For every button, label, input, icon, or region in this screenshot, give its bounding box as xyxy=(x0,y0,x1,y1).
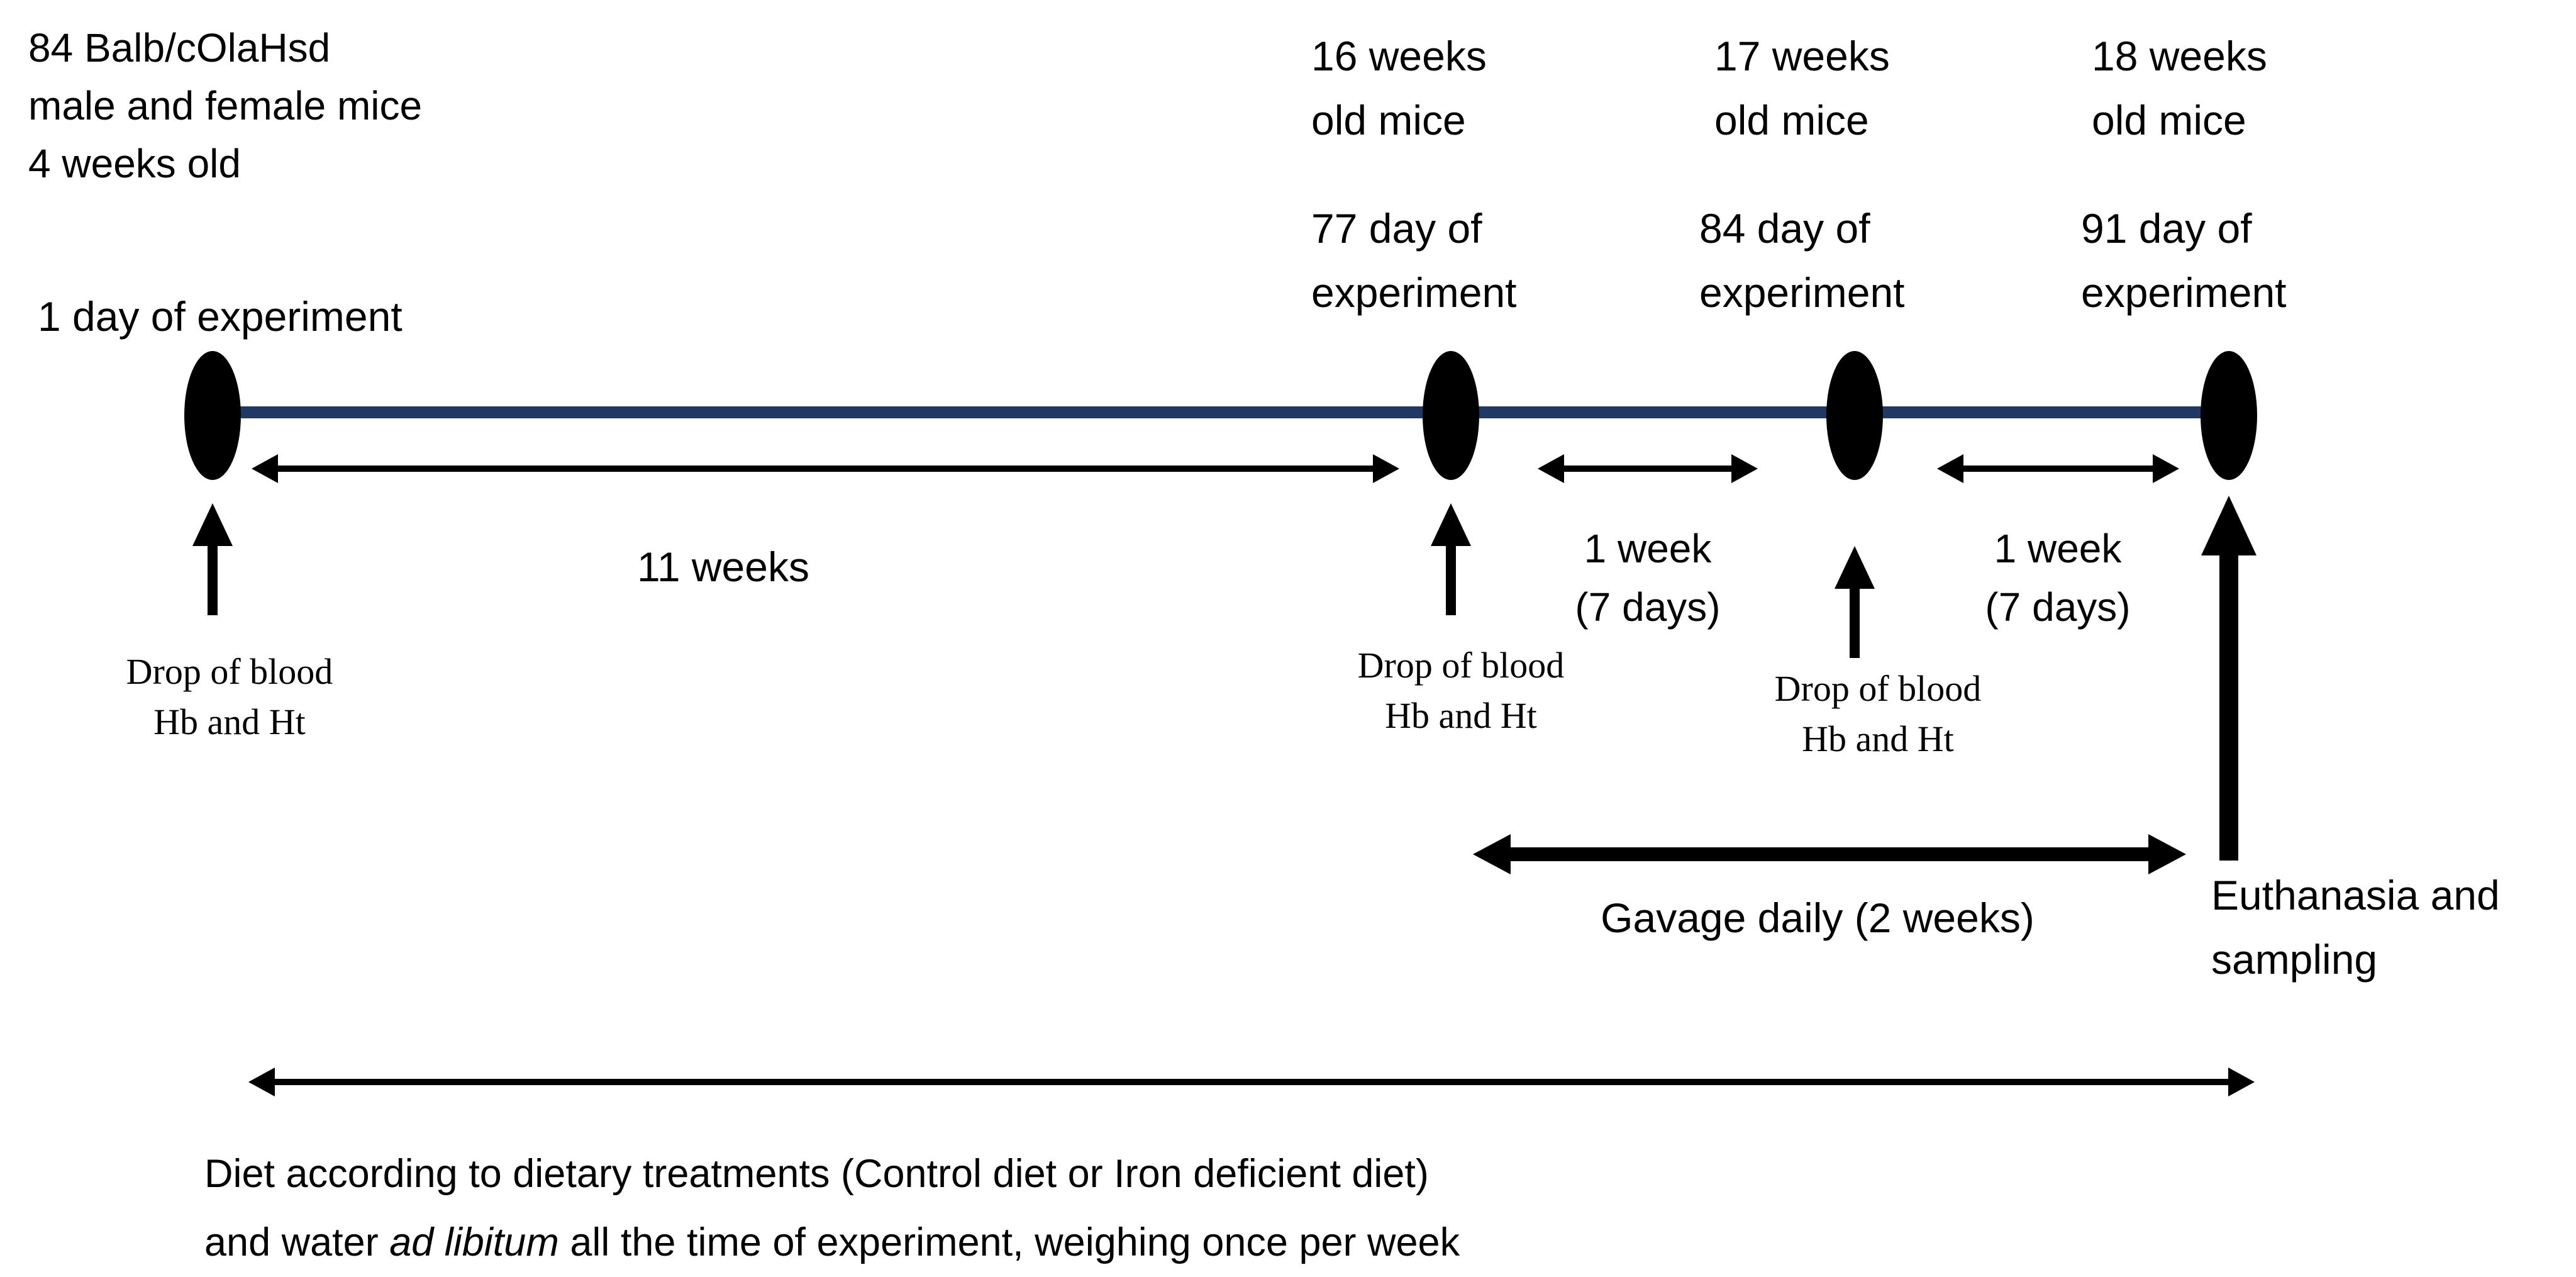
diet-note-line-1: Diet according to dietary treatments (Co… xyxy=(204,1152,1429,1196)
acclimation-double-arrow-icon xyxy=(252,454,1399,483)
diet-note-line-2-pre: and water xyxy=(204,1220,390,1264)
arrow-up-head-icon xyxy=(1431,503,1471,546)
blood-label-1: Drop of blood Hb and Ht xyxy=(72,647,387,747)
week1-line-1: 1 week xyxy=(1584,526,1712,571)
week2-double-arrow-icon xyxy=(1937,454,2179,483)
cohort-description: 84 Balb/cOlaHsd male and female mice 4 w… xyxy=(28,19,422,192)
timeline-node-day1 xyxy=(184,351,241,480)
arrow-right-head-icon xyxy=(2228,1068,2255,1096)
euthanasia-line-2: sampling xyxy=(2211,936,2378,983)
cohort-line-2: male and female mice xyxy=(28,83,423,129)
timeline-line xyxy=(213,406,2229,418)
arrow-right-head-icon xyxy=(1731,454,1758,483)
timeline-node-day84 xyxy=(1826,351,1883,480)
diet-double-arrow-icon xyxy=(248,1068,2255,1096)
event-1-day-label: 1 day of experiment xyxy=(38,293,402,340)
week1-double-arrow-icon xyxy=(1538,454,1758,483)
blood-label-3-line-1: Drop of blood xyxy=(1774,668,1982,709)
acclimation-duration-label: 11 weeks xyxy=(637,544,809,590)
event-3-age-line-1: 17 weeks xyxy=(1714,33,1890,79)
event-2-age-line-1: 16 weeks xyxy=(1311,33,1487,79)
arrow-right-head-icon xyxy=(1373,454,1399,483)
arrow-up-head-icon xyxy=(2201,496,2257,555)
event-3-day-line-1: 84 day of xyxy=(1699,205,1870,252)
diet-note: Diet according to dietary treatments (Co… xyxy=(204,1140,1460,1277)
euthanasia-arrow-icon xyxy=(2201,496,2257,861)
blood-arrow-icon-3 xyxy=(1835,546,1875,658)
blood-label-2: Drop of blood Hb and Ht xyxy=(1304,640,1618,741)
arrow-shaft xyxy=(1446,545,1456,615)
event-4-age-label: 18 weeks old mice xyxy=(2092,24,2267,153)
event-2-day-label: 77 day of experiment xyxy=(1311,196,1517,325)
timeline-node-day91 xyxy=(2201,351,2257,480)
gavage-double-arrow-icon xyxy=(1473,834,2186,874)
blood-arrow-icon-1 xyxy=(192,503,233,615)
arrow-shaft xyxy=(1850,588,1860,658)
event-2-age-label: 16 weeks old mice xyxy=(1311,24,1487,153)
week1-duration-label: 1 week (7 days) xyxy=(1522,520,1774,637)
week1-line-2: (7 days) xyxy=(1575,584,1721,630)
event-3-day-label: 84 day of experiment xyxy=(1699,196,1905,325)
arrow-right-head-icon xyxy=(2153,454,2179,483)
blood-label-3-line-2: Hb and Ht xyxy=(1802,718,1954,760)
cohort-line-3: 4 weeks old xyxy=(28,141,241,187)
blood-label-3: Drop of blood Hb and Ht xyxy=(1721,664,2035,764)
arrow-shaft xyxy=(1956,466,2160,472)
week2-line-2: (7 days) xyxy=(1985,584,2131,630)
arrow-left-head-icon xyxy=(1473,834,1511,874)
arrow-left-head-icon xyxy=(252,454,278,483)
arrow-shaft xyxy=(270,466,1380,472)
arrow-right-head-icon xyxy=(2148,834,2186,874)
diet-note-line-2: and water ad libitum all the time of exp… xyxy=(204,1208,1460,1277)
event-4-day-line-1: 91 day of xyxy=(2081,205,2252,252)
cohort-line-1: 84 Balb/cOlaHsd xyxy=(28,25,331,70)
event-2-day-line-2: experiment xyxy=(1311,269,1517,316)
arrow-shaft xyxy=(2219,554,2238,861)
euthanasia-label: Euthanasia and sampling xyxy=(2211,863,2500,992)
arrow-up-head-icon xyxy=(1835,546,1875,589)
arrow-left-head-icon xyxy=(248,1068,275,1096)
event-4-day-label: 91 day of experiment xyxy=(2081,196,2287,325)
euthanasia-line-1: Euthanasia and xyxy=(2211,872,2500,918)
arrow-shaft xyxy=(267,1079,2236,1085)
diet-note-ad-libitum: ad libitum xyxy=(389,1220,559,1264)
timeline-node-day77 xyxy=(1423,351,1479,480)
event-3-age-label: 17 weeks old mice xyxy=(1714,24,1890,153)
arrow-shaft xyxy=(208,545,218,615)
event-2-day-line-1: 77 day of xyxy=(1311,205,1482,252)
diet-note-line-2-post: all the time of experiment, weighing onc… xyxy=(558,1220,1460,1264)
week2-line-1: 1 week xyxy=(1994,526,2122,571)
arrow-shaft xyxy=(1501,847,2158,861)
event-3-day-line-2: experiment xyxy=(1699,269,1905,316)
event-3-age-line-2: old mice xyxy=(1714,97,1869,144)
gavage-label: Gavage daily (2 weeks) xyxy=(1601,895,2035,941)
arrow-left-head-icon xyxy=(1937,454,1963,483)
blood-label-2-line-2: Hb and Ht xyxy=(1385,695,1537,737)
arrow-left-head-icon xyxy=(1538,454,1564,483)
blood-label-2-line-1: Drop of blood xyxy=(1357,645,1565,686)
blood-label-1-line-1: Drop of blood xyxy=(126,651,333,692)
blood-label-1-line-2: Hb and Ht xyxy=(153,701,306,743)
blood-arrow-icon-2 xyxy=(1431,503,1471,615)
event-4-age-line-1: 18 weeks xyxy=(2092,33,2267,79)
arrow-up-head-icon xyxy=(192,503,233,546)
week2-duration-label: 1 week (7 days) xyxy=(1932,520,2184,637)
event-4-age-line-2: old mice xyxy=(2092,97,2246,144)
arrow-shaft xyxy=(1557,466,1739,472)
event-2-age-line-2: old mice xyxy=(1311,97,1466,144)
event-4-day-line-2: experiment xyxy=(2081,269,2287,316)
